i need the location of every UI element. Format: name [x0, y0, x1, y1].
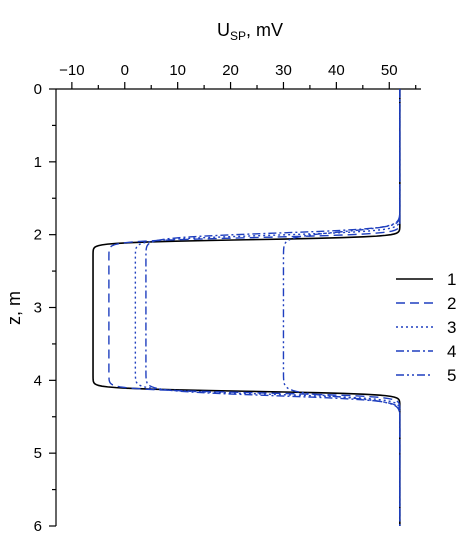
x-tick-label: 10 [169, 62, 186, 79]
x-tick-label: 0 [121, 62, 129, 79]
curves [92, 89, 401, 526]
y-tick-label: 4 [34, 372, 42, 389]
x-tick-label: 20 [222, 62, 239, 79]
x-axis-title-unit: , mV [246, 20, 283, 40]
axes: −10 0 10 20 30 40 50 0 1 2 3 4 5 6 [34, 62, 421, 535]
legend-label-4: 4 [447, 342, 456, 361]
series-1-line [92, 89, 401, 526]
y-tick-label: 6 [34, 518, 42, 535]
y-axis-title: z, m [4, 291, 24, 325]
x-tick-label: 50 [381, 62, 398, 79]
legend-label-2: 2 [447, 294, 456, 313]
legend: 1 2 3 4 5 [396, 270, 456, 385]
y-tick-label: 5 [34, 445, 42, 462]
y-tick-label: 0 [34, 81, 42, 98]
x-axis-title-main: U [217, 20, 230, 40]
x-axis-title-sub: SP [230, 29, 246, 43]
y-tick-label: 1 [34, 154, 42, 171]
series-2-line [108, 89, 401, 526]
x-tick-label: 30 [275, 62, 292, 79]
x-axis-title: USP, mV [217, 20, 283, 43]
y-tick-label: 2 [34, 227, 42, 244]
x-tick-label: 40 [328, 62, 345, 79]
x-tick-label: −10 [59, 62, 84, 79]
series-4-line [145, 89, 401, 526]
y-tick-label: 3 [34, 300, 42, 317]
series-5-line [282, 89, 401, 526]
series-3-line [134, 89, 401, 526]
legend-label-3: 3 [447, 318, 456, 337]
legend-label-5: 5 [447, 366, 456, 385]
legend-label-1: 1 [447, 270, 456, 289]
